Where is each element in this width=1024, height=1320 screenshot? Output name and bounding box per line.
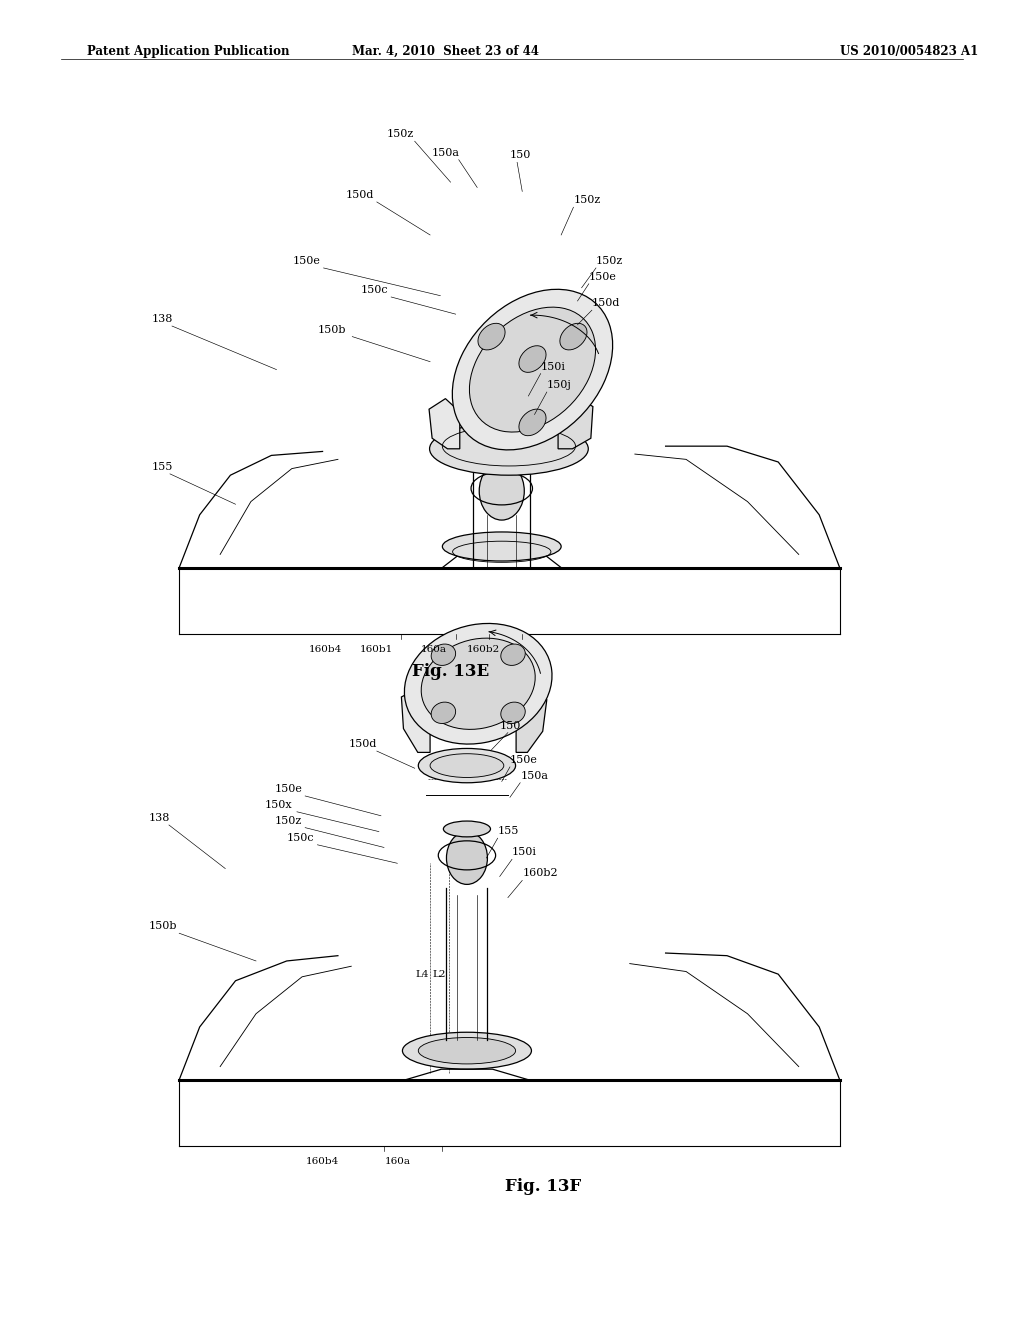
Text: 150z: 150z: [596, 256, 624, 267]
Ellipse shape: [501, 702, 525, 723]
Text: Patent Application Publication: Patent Application Publication: [87, 45, 290, 58]
Polygon shape: [516, 686, 547, 752]
Text: 150e: 150e: [589, 272, 616, 282]
Text: L4: L4: [416, 970, 429, 979]
Polygon shape: [429, 399, 460, 449]
Ellipse shape: [404, 623, 552, 744]
Text: 150: 150: [500, 721, 521, 731]
Ellipse shape: [442, 532, 561, 561]
Text: 150j: 150j: [547, 380, 571, 391]
Ellipse shape: [478, 323, 505, 350]
Text: 150: 150: [510, 150, 531, 161]
Polygon shape: [401, 689, 430, 752]
Text: 150d: 150d: [346, 190, 375, 201]
Ellipse shape: [443, 821, 490, 837]
Text: 150i: 150i: [512, 847, 537, 858]
Ellipse shape: [402, 1032, 531, 1069]
Text: 150d: 150d: [592, 298, 621, 309]
Circle shape: [446, 832, 487, 884]
Text: 160b4: 160b4: [306, 1158, 339, 1167]
Text: 160a: 160a: [384, 1158, 411, 1167]
Text: 150i: 150i: [541, 362, 565, 372]
Text: Fig. 13F: Fig. 13F: [505, 1177, 581, 1195]
Text: 160b2: 160b2: [522, 869, 558, 879]
Text: US 2010/0054823 A1: US 2010/0054823 A1: [840, 45, 978, 58]
Ellipse shape: [419, 748, 516, 783]
Text: 150d: 150d: [348, 739, 377, 750]
Text: 155: 155: [152, 462, 173, 473]
Ellipse shape: [519, 409, 546, 436]
Text: 150c: 150c: [287, 833, 314, 843]
Text: 150e: 150e: [510, 755, 538, 766]
Ellipse shape: [501, 644, 525, 665]
Text: 138: 138: [148, 813, 170, 824]
Text: L2: L2: [432, 970, 445, 979]
Circle shape: [479, 462, 524, 520]
Ellipse shape: [453, 289, 612, 450]
Text: 150z: 150z: [274, 816, 302, 826]
Ellipse shape: [430, 754, 504, 777]
Ellipse shape: [469, 308, 596, 432]
Text: 138: 138: [152, 314, 173, 325]
Ellipse shape: [431, 644, 456, 665]
Text: 150z: 150z: [573, 195, 601, 206]
Text: 160b4: 160b4: [309, 645, 342, 655]
Text: 150z: 150z: [387, 129, 415, 140]
Text: 150e: 150e: [274, 784, 302, 795]
Ellipse shape: [431, 702, 456, 723]
Text: 150x: 150x: [264, 800, 292, 810]
Text: 150b: 150b: [148, 921, 177, 932]
Text: 150a: 150a: [520, 771, 548, 781]
Polygon shape: [558, 396, 593, 449]
Text: 160b1: 160b1: [360, 645, 393, 655]
Text: 150e: 150e: [293, 256, 321, 267]
Ellipse shape: [419, 1038, 516, 1064]
Ellipse shape: [430, 422, 588, 475]
Text: 150a: 150a: [432, 148, 460, 158]
Ellipse shape: [476, 450, 527, 469]
Text: 160a: 160a: [421, 645, 447, 655]
Text: 155: 155: [498, 826, 519, 837]
Text: Fig. 13E: Fig. 13E: [412, 663, 489, 680]
Text: 160b2: 160b2: [467, 645, 500, 655]
Text: Mar. 4, 2010  Sheet 23 of 44: Mar. 4, 2010 Sheet 23 of 44: [352, 45, 539, 58]
Text: 150c: 150c: [360, 285, 388, 296]
Ellipse shape: [560, 323, 587, 350]
Ellipse shape: [519, 346, 546, 372]
Ellipse shape: [421, 638, 536, 730]
Text: 150b: 150b: [317, 325, 346, 335]
